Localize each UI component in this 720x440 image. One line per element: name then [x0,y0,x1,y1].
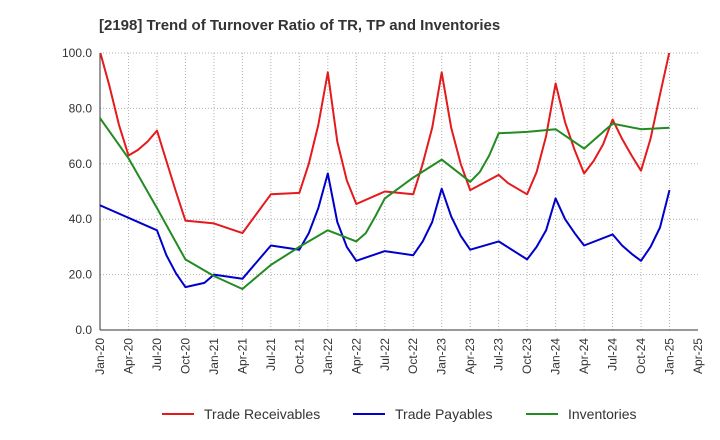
x-tick-label: Apr-25 [691,338,705,374]
x-tick-label: Oct-20 [178,338,192,374]
x-tick-label: Oct-21 [292,338,306,374]
legend-label-inventories: Inventories [568,406,636,422]
axes [99,53,698,331]
x-tick-labels: Jan-20 Apr-20 Jul-20 Oct-20 Jan-21 Apr-21 Jul-… [93,338,705,375]
series-line-trade-payables [100,172,671,289]
series-lines [100,53,671,290]
series-line-inventories [100,117,670,290]
y-tick-label: 40.0 [69,212,93,226]
x-tick-label: Jul-22 [378,338,392,371]
x-tick-label: Jan-22 [321,338,335,375]
x-tick-label: Jan-20 [93,338,107,375]
y-tick-label: 20.0 [69,268,93,282]
x-tick-label: Oct-22 [406,338,420,374]
x-tick-label: Apr-24 [577,338,591,374]
chart-title: [2198] Trend of Turnover Ratio of TR, TP… [99,17,500,34]
grid-lines [100,52,698,330]
series-line-trade-receivables [100,53,671,235]
x-tick-label: Apr-22 [349,338,363,374]
x-tick-label: Apr-20 [121,338,135,374]
x-tick-label: Apr-23 [463,338,477,374]
x-tick-label: Jan-24 [549,338,563,375]
y-tick-label: 0.0 [75,323,92,337]
x-tick-label: Jan-23 [435,338,449,375]
y-tick-labels: 0.0 20.0 40.0 60.0 80.0 100.0 [62,46,92,337]
y-tick-label: 100.0 [62,46,92,60]
x-tick-label: Jul-21 [264,338,278,371]
x-tick-label: Apr-21 [235,338,249,374]
x-tick-label: Oct-24 [634,338,648,374]
x-tick-label: Jul-20 [150,338,164,371]
y-tick-label: 80.0 [69,101,93,115]
x-tick-label: Jan-21 [207,338,221,375]
legend: Trade Receivables Trade Payables Inventori… [162,406,636,422]
legend-label-trade-receivables: Trade Receivables [204,406,320,422]
legend-label-trade-payables: Trade Payables [395,406,493,422]
x-tick-label: Jul-23 [492,338,506,371]
x-tick-label: Oct-23 [520,338,534,374]
x-tick-label: Jul-24 [606,338,620,371]
y-tick-label: 60.0 [69,157,93,171]
x-tick-label: Jan-25 [663,338,677,375]
